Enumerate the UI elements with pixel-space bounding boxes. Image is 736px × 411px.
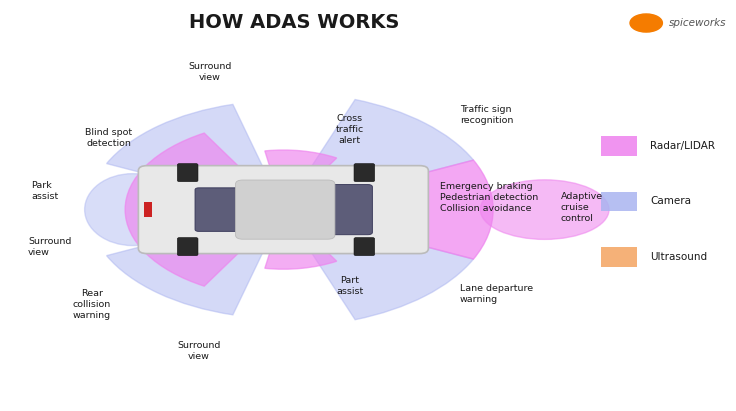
FancyBboxPatch shape — [308, 185, 372, 235]
FancyBboxPatch shape — [236, 180, 335, 239]
Text: Part
assist: Part assist — [336, 276, 364, 296]
FancyBboxPatch shape — [354, 164, 375, 182]
Wedge shape — [265, 210, 337, 269]
Text: Ultrasound: Ultrasound — [650, 252, 707, 262]
FancyBboxPatch shape — [601, 136, 637, 156]
Ellipse shape — [480, 180, 609, 240]
Wedge shape — [283, 210, 473, 320]
Wedge shape — [265, 150, 337, 210]
Wedge shape — [283, 99, 473, 210]
Text: Traffic sign
recognition: Traffic sign recognition — [460, 105, 514, 125]
FancyBboxPatch shape — [138, 166, 428, 254]
Bar — [144, 202, 152, 217]
Text: Camera: Camera — [650, 196, 691, 206]
Wedge shape — [107, 104, 283, 210]
Text: Park
assist: Park assist — [31, 181, 58, 201]
Text: Cross
traffic
alert: Cross traffic alert — [336, 114, 364, 145]
Text: Adaptive
cruise
control: Adaptive cruise control — [561, 192, 603, 223]
Text: Lane departure
warning: Lane departure warning — [460, 284, 533, 304]
FancyBboxPatch shape — [177, 238, 198, 256]
Text: Blind spot
detection: Blind spot detection — [85, 128, 132, 148]
Text: Surround
view: Surround view — [188, 62, 231, 82]
FancyBboxPatch shape — [354, 238, 375, 256]
Wedge shape — [107, 210, 283, 315]
Text: HOW ADAS WORKS: HOW ADAS WORKS — [189, 13, 400, 32]
Wedge shape — [283, 160, 493, 259]
FancyBboxPatch shape — [195, 188, 250, 231]
Ellipse shape — [85, 173, 180, 246]
Circle shape — [630, 14, 662, 32]
Text: spiceworks: spiceworks — [669, 18, 726, 28]
Text: Rear
collision
warning: Rear collision warning — [73, 289, 111, 320]
FancyBboxPatch shape — [601, 247, 637, 267]
FancyBboxPatch shape — [601, 192, 637, 211]
Wedge shape — [283, 182, 353, 237]
Wedge shape — [188, 179, 283, 240]
Wedge shape — [125, 133, 283, 286]
Text: Surround
view: Surround view — [28, 237, 71, 256]
Text: Emergency braking
Pedestrian detection
Collision avoidance: Emergency braking Pedestrian detection C… — [440, 182, 538, 213]
Text: Radar/LIDAR: Radar/LIDAR — [650, 141, 715, 151]
Text: Surround
view: Surround view — [177, 342, 220, 361]
FancyBboxPatch shape — [177, 164, 198, 182]
